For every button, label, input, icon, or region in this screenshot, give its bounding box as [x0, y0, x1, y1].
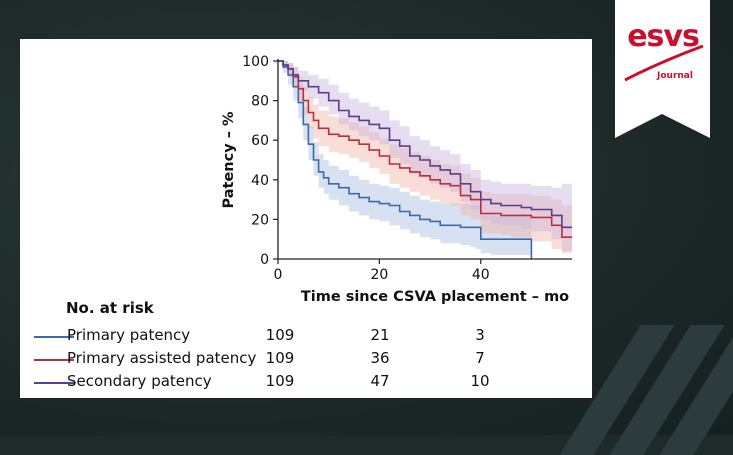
legend-line-primary [34, 336, 74, 338]
risk-value: 3 [475, 326, 485, 344]
series-line-primary-patency [278, 60, 533, 259]
legend-line-secondary [34, 382, 74, 384]
y-tick-label: 60 [251, 133, 269, 149]
risk-label: Primary assisted patency [67, 349, 257, 367]
km-chart: 0 20 40 60 80 100 0 20 40 Time since CSVA placeme… [221, 54, 572, 305]
x-tick-label: 40 [472, 267, 490, 283]
risk-value: 7 [475, 349, 485, 367]
y-tick-label: 80 [251, 94, 269, 110]
figure-card: 0 20 40 60 80 100 0 20 40 Time since CSVA placeme… [20, 39, 592, 398]
series-line-secondary-patency [278, 60, 572, 229]
y-tick-label: 20 [251, 212, 269, 228]
risk-value: 109 [265, 349, 295, 367]
risk-label: Primary patency [67, 326, 191, 344]
risk-value: 36 [370, 349, 390, 367]
legend-line-primary-assisted [34, 359, 74, 361]
risk-table-title: No. at risk [66, 299, 154, 317]
x-tick-label: 20 [370, 267, 388, 283]
risk-value: 21 [370, 326, 390, 344]
ci-band-primary-patency [278, 61, 532, 259]
risk-row-primary-assisted: Primary assisted patency 109 36 7 [20, 348, 592, 370]
esvs-journal-badge: esvs Journal [615, 0, 710, 138]
risk-value: 109 [265, 326, 295, 344]
logo-wordmark: esvs [627, 19, 700, 54]
risk-row-secondary: Secondary patency 109 47 10 [20, 371, 592, 393]
series-line-primary-assisted-patency [278, 60, 572, 238]
y-tick-label: 0 [260, 252, 269, 268]
risk-table: No. at risk Primary patency 109 21 3 Pri… [20, 39, 592, 398]
y-tick-label: 40 [251, 173, 269, 189]
logo-subtitle: Journal [657, 71, 693, 81]
ci-band-primary-assisted-patency [278, 61, 572, 254]
risk-value: 47 [370, 372, 390, 390]
risk-label: Secondary patency [67, 372, 212, 390]
risk-value: 109 [265, 372, 295, 390]
y-tick-label: 100 [242, 54, 269, 70]
x-tick-label: 0 [274, 267, 283, 283]
risk-row-primary: Primary patency 109 21 3 [20, 325, 592, 347]
risk-value: 10 [470, 372, 490, 390]
x-axis-label: Time since CSVA placement – mo [301, 289, 569, 305]
y-axis-label: Patency – % [221, 111, 237, 209]
badge-shape [615, 0, 710, 138]
